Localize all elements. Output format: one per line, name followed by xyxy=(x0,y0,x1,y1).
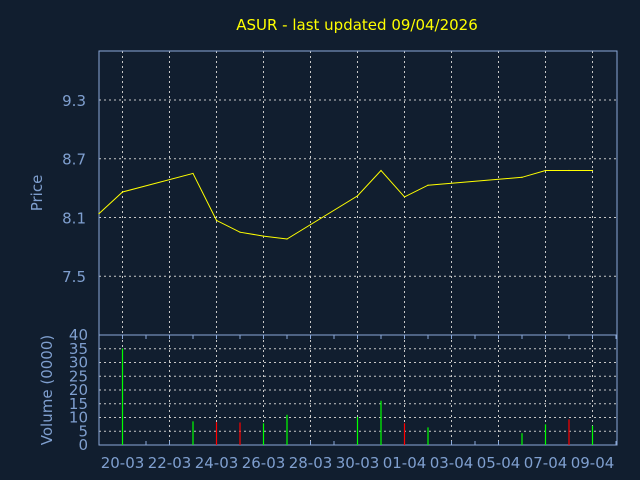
tick-labels: 20-03 22-03 24-03 26-03 28-03 30-03 01-04 03-04… xyxy=(62,92,614,472)
x-tick-label: 09-04 xyxy=(571,454,615,472)
price-point xyxy=(262,235,265,237)
volume-tick-label: 15 xyxy=(69,395,88,413)
grid xyxy=(99,51,617,445)
price-point xyxy=(544,169,547,172)
x-tick-label: 26-03 xyxy=(242,454,286,472)
chart-title: ASUR - last updated 09/04/2026 xyxy=(236,16,478,34)
price-point xyxy=(239,231,241,233)
price-point xyxy=(356,195,359,197)
volume-tick-label: 10 xyxy=(69,409,88,427)
volume-tick-label: 25 xyxy=(69,367,88,385)
price-point xyxy=(215,219,218,222)
price-line xyxy=(98,169,593,240)
volume-tick-label: 0 xyxy=(78,436,88,454)
price-point xyxy=(403,196,406,198)
x-tick-label: 05-04 xyxy=(477,454,521,472)
volume-tick-label: 40 xyxy=(69,326,88,344)
price-point xyxy=(192,172,194,175)
price-point xyxy=(568,169,570,172)
price-tick-label: 8.1 xyxy=(62,209,86,227)
x-tick-label: 07-04 xyxy=(524,454,568,472)
volume-tick-label: 20 xyxy=(69,381,88,399)
price-point xyxy=(121,191,124,193)
x-tick-label: 24-03 xyxy=(195,454,239,472)
volume-tick-label: 30 xyxy=(69,354,88,372)
volume-axis-label: Volume (0000) xyxy=(38,335,56,445)
x-tick-label: 30-03 xyxy=(336,454,380,472)
price-point xyxy=(380,169,382,172)
price-point xyxy=(286,238,288,240)
x-tick-label: 28-03 xyxy=(289,454,333,472)
x-tick-label: 01-04 xyxy=(383,454,427,472)
price-point xyxy=(591,169,594,172)
x-tick-label: 22-03 xyxy=(148,454,192,472)
x-tick-label: 20-03 xyxy=(101,454,145,472)
price-tick-label: 8.7 xyxy=(62,151,86,169)
price-point xyxy=(427,184,429,186)
volume-tick-label: 5 xyxy=(78,422,88,440)
price-axis-label: Price xyxy=(28,175,46,212)
marks xyxy=(98,169,594,445)
volume-tick-label: 35 xyxy=(69,340,88,358)
price-tick-label: 7.5 xyxy=(62,268,86,286)
price-tick-label: 9.3 xyxy=(62,92,86,110)
price-point xyxy=(521,176,523,178)
price-point xyxy=(98,212,100,215)
x-tick-label: 03-04 xyxy=(430,454,474,472)
